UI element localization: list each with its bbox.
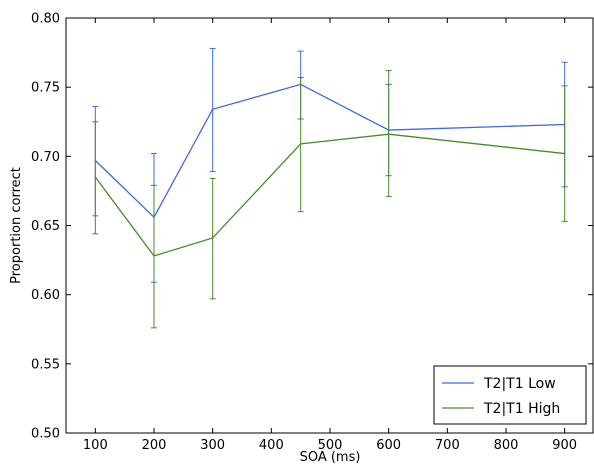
series-high [92,70,568,329]
x-tick-label: 600 [376,438,401,453]
series-line [94,133,565,257]
series-low [92,47,568,283]
data-point [94,176,97,178]
data-point [211,237,214,239]
legend-label-low: T2|T1 Low [483,376,556,392]
series-line [94,83,565,219]
x-tick-label: 100 [83,438,108,453]
y-tick-label: 0.50 [31,427,60,442]
series-layer [92,47,568,329]
x-tick-label: 200 [142,438,167,453]
data-point [211,108,214,111]
data-point [153,255,155,257]
ticks-layer: 100 200 300 400 500 600 700 800 900 0.50 0.55 0.60 0… [31,12,593,453]
data-point [563,152,566,155]
data-point [299,143,302,145]
legend-label-high: T2|T1 High [483,401,560,417]
legend: T2|T1 Low T2|T1 High [433,365,587,425]
x-tick-label: 700 [435,438,460,453]
legend-box [433,365,587,425]
y-tick-label: 0.75 [31,81,60,96]
x-tick-label: 300 [200,438,225,453]
x-tick-label: 500 [318,438,343,453]
y-tick-label: 0.80 [31,12,60,27]
x-tick-label: 800 [494,438,519,453]
y-tick-label: 0.70 [31,150,60,165]
y-tick-label: 0.55 [31,357,60,372]
y-axis-label: Proportion correct [9,167,24,284]
y-tick-label: 0.60 [31,288,60,303]
data-point [387,133,390,135]
x-tick-label: 400 [259,438,284,453]
x-axis-label: SOA (ms) [300,450,361,465]
y-tick-label: 0.65 [31,219,60,234]
x-tick-label: 900 [552,438,577,453]
